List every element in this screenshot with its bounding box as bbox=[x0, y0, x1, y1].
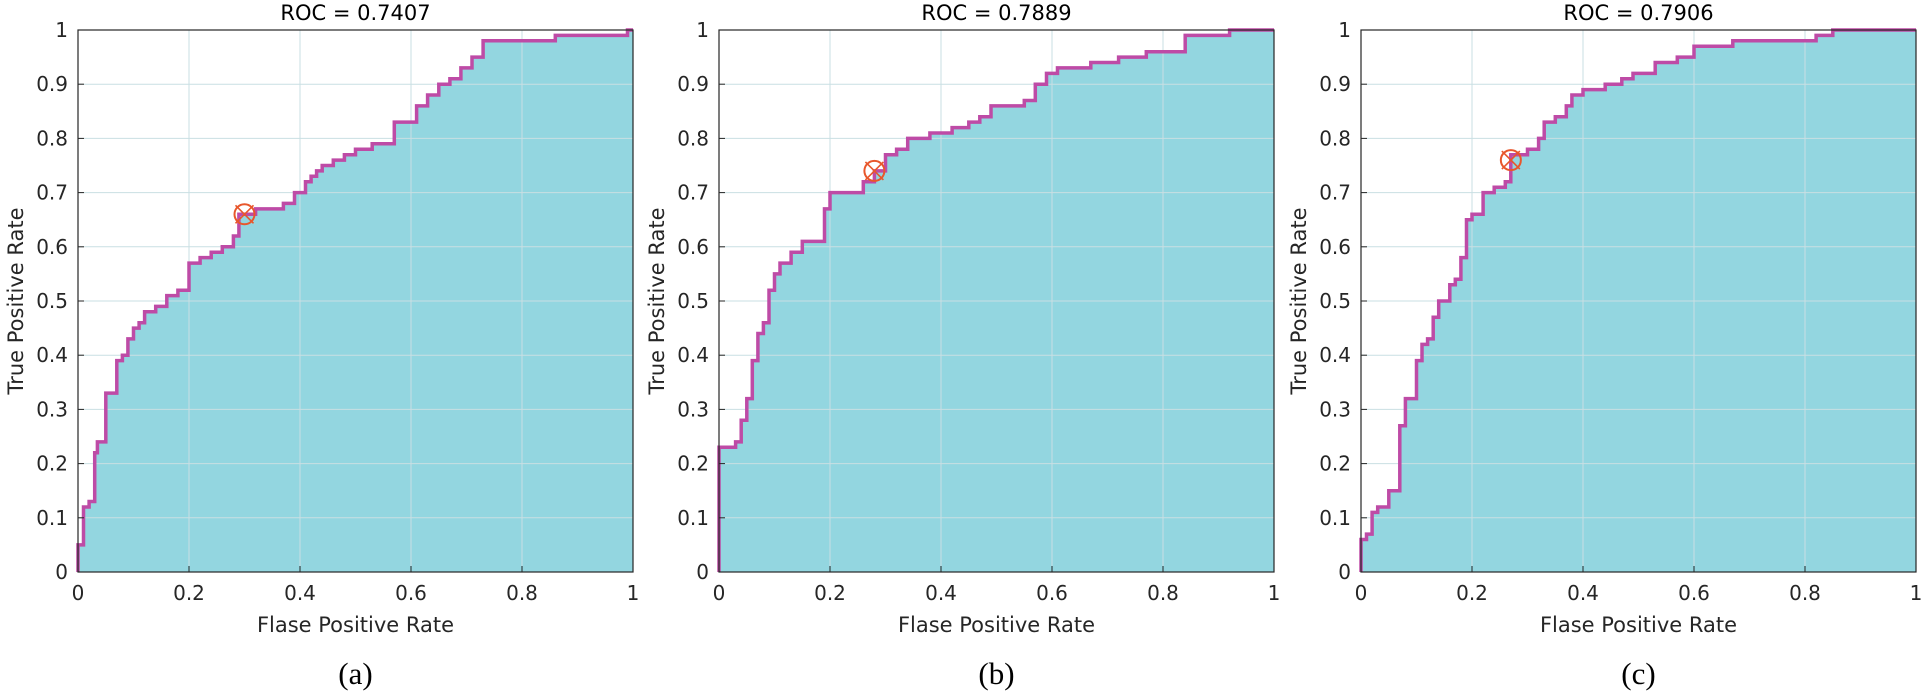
x-tick-label: 0.2 bbox=[1456, 581, 1488, 605]
chart-title: ROC = 0.7889 bbox=[921, 1, 1071, 25]
y-tick-label: 0.3 bbox=[1319, 397, 1351, 421]
panel-caption: (b) bbox=[978, 656, 1014, 691]
y-tick-label: 1 bbox=[55, 18, 68, 42]
y-tick-label: 0.7 bbox=[1319, 181, 1351, 205]
y-axis-label: True Positive Rate bbox=[4, 207, 28, 395]
marker-circle bbox=[1499, 149, 1522, 172]
x-tick-label: 0.8 bbox=[1147, 581, 1179, 605]
y-tick-label: 0.2 bbox=[1319, 452, 1351, 476]
roc-panel: 0 0.2 0.4 0.6 0.8 1 0 0.1 0.2 0.3 0.4 0.5 0.6 0.7 0.8 0… bbox=[645, 1, 1280, 691]
y-tick-label: 0.9 bbox=[36, 72, 68, 96]
x-tick-label: 0.6 bbox=[395, 581, 427, 605]
y-tick-label: 0.9 bbox=[677, 72, 709, 96]
y-tick-label: 0 bbox=[696, 560, 709, 584]
x-tick-label: 0.8 bbox=[1789, 581, 1821, 605]
y-tick-label: 0.3 bbox=[677, 397, 709, 421]
roc-panel: 0 0.2 0.4 0.6 0.8 1 0 0.1 0.2 0.3 0.4 0.5 0.6 0.7 0.8 0… bbox=[1287, 1, 1922, 691]
y-tick-label: 0.5 bbox=[1319, 289, 1351, 313]
marker-cross bbox=[1501, 150, 1521, 170]
x-tick-label: 0.4 bbox=[284, 581, 316, 605]
panel-caption: (c) bbox=[1621, 656, 1655, 691]
roc-curve bbox=[1359, 28, 1916, 572]
marker-circle bbox=[863, 159, 886, 182]
x-tick-label: 0.8 bbox=[506, 581, 538, 605]
y-tick-label: 0.6 bbox=[1319, 235, 1351, 259]
y-tick-label: 1 bbox=[696, 18, 709, 42]
y-tick-label: 0.6 bbox=[36, 235, 68, 259]
y-tick-label: 1 bbox=[1338, 18, 1351, 42]
y-tick-label: 0.1 bbox=[36, 506, 68, 530]
y-axis-label: True Positive Rate bbox=[645, 207, 669, 395]
roc-panel: 0 0.2 0.4 0.6 0.8 1 0 0.1 0.2 0.3 0.4 0.5 0.6 0.7 0.8 0… bbox=[4, 1, 639, 691]
x-tick-label: 0.6 bbox=[1036, 581, 1068, 605]
x-tick-label: 0.6 bbox=[1678, 581, 1710, 605]
operating-point-marker bbox=[1499, 149, 1522, 172]
x-axis-label: Flase Positive Rate bbox=[257, 613, 454, 637]
y-tick-label: 0.8 bbox=[677, 126, 709, 150]
x-tick-label: 0 bbox=[1355, 581, 1368, 605]
operating-point-marker bbox=[233, 203, 256, 226]
roc-curve bbox=[76, 28, 633, 572]
operating-point-marker bbox=[863, 159, 886, 182]
x-axis-label: Flase Positive Rate bbox=[1540, 613, 1737, 637]
marker-cross bbox=[864, 161, 884, 181]
y-tick-label: 0 bbox=[55, 560, 68, 584]
chart-title: ROC = 0.7407 bbox=[280, 1, 430, 25]
marker-cross bbox=[234, 204, 255, 224]
y-tick-label: 0.1 bbox=[1319, 506, 1351, 530]
roc-curve bbox=[717, 28, 1274, 572]
y-tick-label: 0.8 bbox=[1319, 126, 1351, 150]
y-tick-label: 0.8 bbox=[36, 126, 68, 150]
y-tick-label: 0.9 bbox=[1319, 72, 1351, 96]
y-tick-label: 0.1 bbox=[677, 506, 709, 530]
y-tick-label: 0.2 bbox=[36, 452, 68, 476]
y-tick-label: 0 bbox=[1338, 560, 1351, 584]
y-tick-label: 0.4 bbox=[1319, 343, 1351, 367]
x-tick-label: 0 bbox=[713, 581, 726, 605]
x-tick-label: 0.4 bbox=[1567, 581, 1599, 605]
x-axis-label: Flase Positive Rate bbox=[898, 613, 1095, 637]
x-tick-label: 1 bbox=[627, 581, 640, 605]
y-tick-label: 0.7 bbox=[677, 181, 709, 205]
y-tick-label: 0.7 bbox=[36, 181, 68, 205]
y-tick-label: 0.5 bbox=[677, 289, 709, 313]
panel-caption: (a) bbox=[338, 656, 372, 691]
marker-circle bbox=[233, 203, 256, 226]
x-tick-label: 1 bbox=[1268, 581, 1281, 605]
x-tick-label: 1 bbox=[1910, 581, 1923, 605]
y-tick-label: 0.4 bbox=[36, 343, 68, 367]
y-tick-label: 0.6 bbox=[677, 235, 709, 259]
y-tick-label: 0.3 bbox=[36, 397, 68, 421]
x-tick-label: 0.2 bbox=[173, 581, 205, 605]
x-tick-label: 0.4 bbox=[925, 581, 957, 605]
y-tick-label: 0.4 bbox=[677, 343, 709, 367]
x-tick-label: 0 bbox=[72, 581, 85, 605]
x-tick-label: 0.2 bbox=[814, 581, 846, 605]
y-tick-label: 0.5 bbox=[36, 289, 68, 313]
chart-title: ROC = 0.7906 bbox=[1563, 1, 1713, 25]
y-axis-label: True Positive Rate bbox=[1287, 207, 1311, 395]
y-tick-label: 0.2 bbox=[677, 452, 709, 476]
